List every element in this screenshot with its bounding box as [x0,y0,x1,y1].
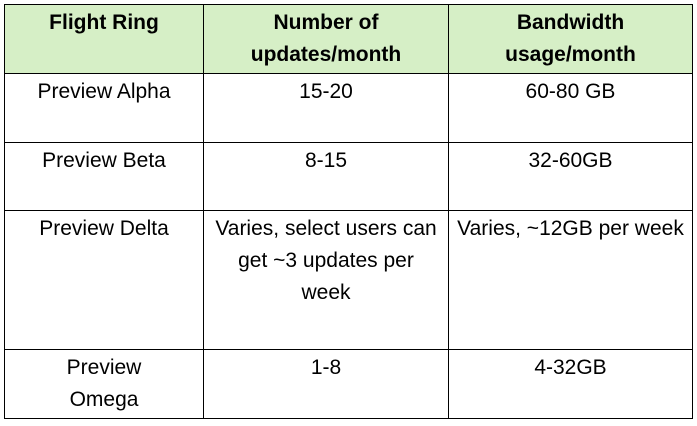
cell: Preview Beta [4,142,204,211]
flight-ring-table: Flight Ring Number of updates/month Band… [4,4,693,419]
table-row: Preview Beta 8-15 32-60GB [4,142,693,211]
cell: 15-20 [203,73,449,143]
cell: Varies, ~12GB per week [448,210,693,350]
cell: Preview Delta [4,210,204,350]
header-row: Flight Ring Number of updates/month Band… [4,4,693,74]
cell: 60-80 GB [448,73,693,143]
header-cell: Number of updates/month [203,4,449,74]
cell: 1-8 [203,349,449,419]
cell: Varies, select users can get ~3 updates … [203,210,449,350]
table-row: Preview Omega 1-8 4-32GB [4,349,693,419]
cell: Preview Alpha [4,73,204,143]
header-cell: Flight Ring [4,4,204,74]
cell: 8-15 [203,142,449,211]
table-row: Preview Delta Varies, select users can g… [4,210,693,350]
cell: 32-60GB [448,142,693,211]
cell: 4-32GB [448,349,693,419]
cell: Preview Omega [4,349,204,419]
table-row: Preview Alpha 15-20 60-80 GB [4,73,693,143]
header-cell: Bandwidth usage/month [448,4,693,74]
